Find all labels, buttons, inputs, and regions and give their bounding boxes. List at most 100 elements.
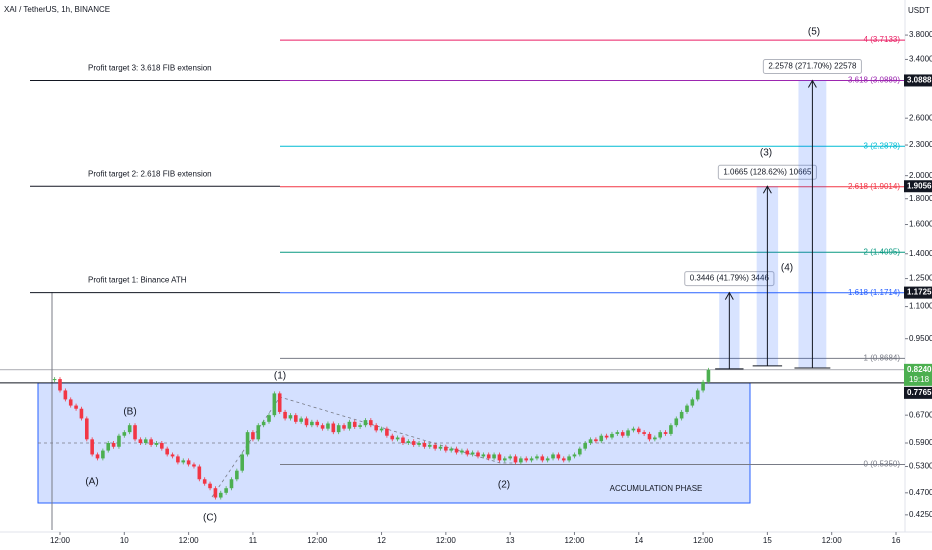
candle — [417, 443, 421, 445]
candle — [663, 432, 668, 434]
candle — [610, 433, 614, 438]
price-badge-label: 0.7765 — [907, 388, 932, 397]
candle — [551, 454, 555, 459]
candle — [352, 421, 357, 427]
candle — [674, 418, 679, 426]
currency: USDT — [908, 6, 930, 15]
chart-title: XAI / TetherUS, 1h, BINANCE — [4, 5, 110, 14]
price-badge — [904, 74, 932, 87]
y-tick-label: 3.8000 — [909, 30, 932, 39]
x-tick-label: 12:00 — [436, 536, 457, 545]
candle — [224, 488, 228, 493]
candle — [578, 448, 582, 455]
candle — [379, 428, 384, 431]
candle — [545, 458, 550, 461]
arrow-head — [724, 291, 734, 300]
candle — [449, 448, 454, 451]
candle — [374, 425, 378, 431]
candle — [470, 452, 475, 455]
candle — [251, 432, 255, 440]
x-tick-label: 13 — [506, 536, 515, 545]
candle — [331, 423, 336, 433]
price-badge-label: 3.0888 — [907, 76, 932, 85]
price-badge-label: 0.8240 — [907, 365, 932, 374]
candle — [390, 435, 395, 440]
candle — [492, 454, 496, 459]
candle — [690, 399, 695, 406]
candle — [176, 456, 180, 463]
candle — [626, 430, 630, 436]
candle — [310, 421, 314, 426]
y-tick-label: 0.4700 — [909, 488, 932, 497]
candle — [347, 421, 352, 429]
wave-label: (4) — [781, 263, 793, 274]
candle — [213, 488, 218, 498]
candle — [695, 390, 700, 400]
candle — [502, 458, 507, 461]
y-tick-label: 1.2500 — [909, 274, 932, 283]
candle — [235, 470, 239, 480]
candle — [481, 454, 486, 457]
candle — [444, 446, 448, 451]
candle — [679, 411, 684, 419]
x-tick-label: 15 — [763, 536, 772, 545]
x-tick-label: 14 — [634, 536, 643, 545]
fib-label: 2.618 (1.9014) — [848, 182, 900, 191]
x-tick-label: 12:00 — [822, 536, 843, 545]
x-tick-label: 12:00 — [307, 536, 328, 545]
candle — [706, 369, 711, 382]
candle — [422, 443, 427, 447]
x-tick-label: 12:00 — [50, 536, 71, 545]
candle — [186, 460, 191, 465]
candle — [572, 454, 577, 457]
candle — [395, 437, 400, 440]
candle — [111, 443, 116, 447]
measure-label: 2.2578 (271.70%) 22578 — [768, 62, 857, 71]
wave-label: (3) — [760, 148, 772, 159]
target-label: Profit target 2: 2.618 FIB extension — [88, 169, 212, 178]
candle — [658, 432, 663, 438]
measure-label: 0.3446 (41.79%) 3446 — [690, 274, 770, 283]
x-tick-label: 12:00 — [693, 536, 714, 545]
candle — [95, 454, 100, 459]
candle — [427, 444, 432, 447]
measure-label-box — [684, 271, 775, 287]
candle — [508, 456, 512, 459]
candle — [90, 439, 94, 455]
candle — [117, 435, 121, 447]
candle — [647, 433, 652, 440]
x-tick-label: 12 — [377, 536, 386, 545]
candle — [293, 415, 298, 422]
candle — [197, 466, 202, 480]
target-label: Profit target 1: Binance ATH — [88, 276, 187, 285]
arrow-head — [807, 79, 817, 88]
candle — [304, 418, 309, 426]
candle — [261, 421, 266, 426]
candle — [653, 437, 657, 440]
candle — [218, 492, 223, 498]
candle — [122, 432, 127, 436]
annotation: ACCUMULATION PHASE — [610, 484, 703, 493]
candle — [599, 435, 604, 442]
price-badge — [904, 286, 932, 299]
wave-label: (1) — [274, 371, 286, 382]
candle — [369, 420, 373, 426]
candle — [433, 444, 437, 449]
candle — [63, 390, 68, 400]
candle — [358, 425, 362, 427]
x-tick-label: 10 — [120, 536, 129, 545]
y-tick-label: 1.1000 — [909, 302, 932, 311]
candle — [277, 393, 282, 412]
candle — [288, 415, 293, 419]
candle — [556, 454, 561, 459]
candle — [320, 425, 325, 429]
candle — [685, 405, 689, 412]
candle — [256, 425, 261, 440]
candle — [127, 425, 132, 433]
y-tick-label: 2.0000 — [909, 171, 932, 180]
candle — [106, 443, 111, 451]
candle — [79, 408, 84, 419]
candle — [535, 456, 539, 459]
measure-label: 1.0665 (128.62%) 10665 — [723, 167, 812, 176]
